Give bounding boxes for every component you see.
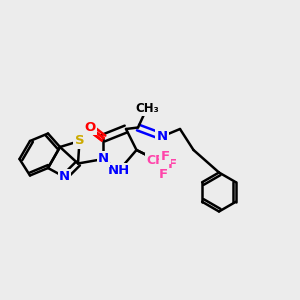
Text: F: F xyxy=(168,158,177,172)
Text: S: S xyxy=(75,134,84,148)
Text: F: F xyxy=(159,167,168,181)
Text: N: N xyxy=(98,152,109,166)
Text: F: F xyxy=(160,149,169,163)
Text: N: N xyxy=(59,170,70,184)
Text: NH: NH xyxy=(107,164,130,178)
Text: O: O xyxy=(84,121,96,134)
Text: N: N xyxy=(156,130,168,143)
Text: CH₃: CH₃ xyxy=(135,101,159,115)
Text: CF₃: CF₃ xyxy=(146,154,169,167)
